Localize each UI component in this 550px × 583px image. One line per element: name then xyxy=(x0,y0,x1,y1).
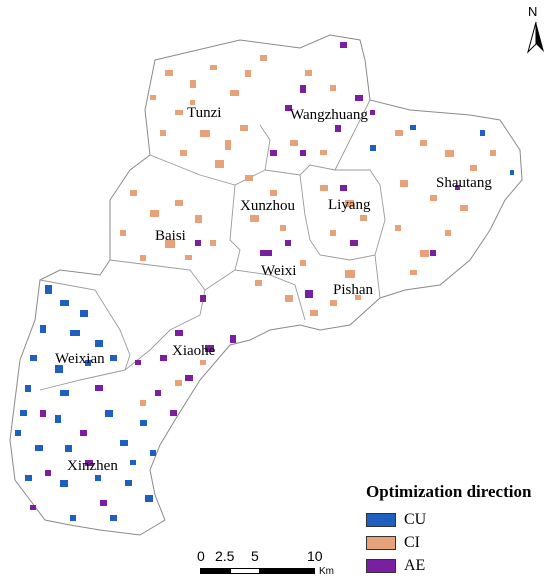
township-label-baisi: Baisi xyxy=(155,228,186,244)
north-label: N xyxy=(528,4,538,19)
scale-segment-2 xyxy=(230,568,260,574)
legend-item-ae: AE xyxy=(366,557,425,575)
township-label-tunzi: Tunzi xyxy=(187,105,222,121)
township-boundaries xyxy=(39,99,386,391)
legend-label-ci: CI xyxy=(404,534,420,551)
township-label-liyang: Liyang xyxy=(328,197,371,213)
township-label-wangzhuang: Wangzhuang xyxy=(290,107,368,123)
legend-title: Optimization direction xyxy=(366,482,532,501)
legend-swatch-ci xyxy=(366,536,396,550)
scale-tick-0: 0 xyxy=(197,548,205,564)
scale-unit: Km xyxy=(319,566,334,577)
legend-swatch-cu xyxy=(366,513,396,527)
township-label-xinzhen: Xinzhen xyxy=(67,458,118,474)
scale-bar: 0 2.5 5 10 Km xyxy=(195,548,365,578)
scale-tick-2-5: 2.5 xyxy=(215,548,235,564)
township-label-weixi: Weixi xyxy=(261,263,297,279)
township-label-xiaohe: Xiaohe xyxy=(172,343,216,359)
township-label-weixian: Weixian xyxy=(55,351,105,367)
township-label-shautang: Shautang xyxy=(436,175,492,191)
legend: Optimization direction CU CI AE xyxy=(366,482,548,582)
legend-label-ae: AE xyxy=(404,557,426,574)
township-label-xunzhou: Xunzhou xyxy=(240,198,295,214)
legend-item-cu: CU xyxy=(366,511,426,529)
ae-patches xyxy=(30,42,460,510)
scale-segment-1 xyxy=(200,568,230,574)
north-arrow-icon xyxy=(527,21,544,54)
ci-patches xyxy=(120,55,496,406)
scale-tick-5: 5 xyxy=(251,548,259,564)
legend-label-cu: CU xyxy=(404,511,427,528)
legend-item-ci: CI xyxy=(366,534,420,552)
legend-swatch-ae xyxy=(366,559,396,573)
scale-segment-3 xyxy=(260,568,315,574)
cu-patches xyxy=(15,125,514,521)
township-label-pishan: Pishan xyxy=(333,282,374,298)
scale-tick-10: 10 xyxy=(307,548,323,564)
